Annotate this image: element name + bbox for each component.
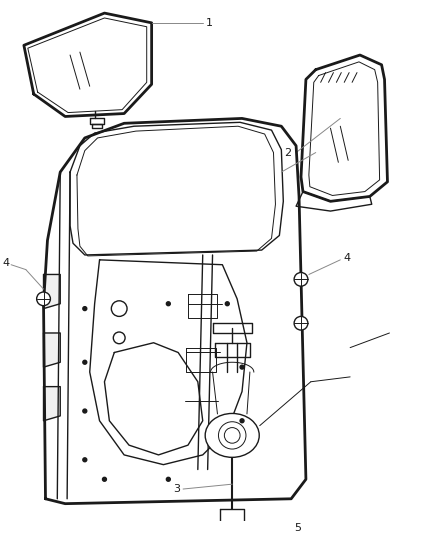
Text: 4: 4 — [343, 253, 350, 263]
Circle shape — [166, 302, 170, 306]
Polygon shape — [43, 386, 60, 421]
Circle shape — [225, 302, 229, 306]
Text: 2: 2 — [284, 148, 291, 158]
Text: 1: 1 — [206, 18, 213, 28]
Circle shape — [240, 419, 244, 423]
Circle shape — [83, 306, 87, 311]
Ellipse shape — [205, 414, 259, 457]
Circle shape — [83, 409, 87, 413]
Polygon shape — [43, 274, 60, 309]
Circle shape — [83, 458, 87, 462]
Circle shape — [102, 478, 106, 481]
Circle shape — [294, 272, 308, 286]
Circle shape — [294, 317, 308, 330]
Polygon shape — [43, 333, 60, 367]
Text: 4: 4 — [2, 258, 9, 268]
Circle shape — [240, 365, 244, 369]
Circle shape — [166, 478, 170, 481]
Text: 3: 3 — [173, 484, 180, 494]
Circle shape — [37, 292, 50, 306]
Circle shape — [83, 360, 87, 364]
Text: 5: 5 — [294, 523, 301, 533]
